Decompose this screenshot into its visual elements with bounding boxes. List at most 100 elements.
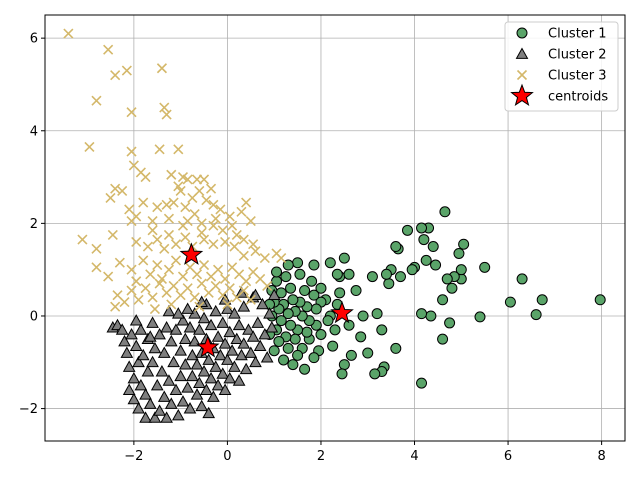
data-point (198, 259, 210, 271)
data-point (118, 334, 131, 347)
data-point (215, 204, 226, 215)
data-point (133, 294, 144, 305)
data-point (479, 261, 491, 273)
data-point (159, 243, 170, 254)
data-point (181, 381, 195, 393)
data-point (148, 341, 162, 354)
legend-triangle-marker (515, 47, 529, 59)
data-point (146, 316, 159, 328)
data-point (251, 316, 265, 328)
data-point (125, 327, 138, 340)
legend-label: centroids (548, 90, 608, 105)
data-point (308, 352, 320, 364)
data-point (383, 278, 395, 290)
data-point (127, 392, 141, 405)
data-point (163, 264, 175, 275)
data-point (189, 292, 200, 303)
data-point (308, 259, 320, 271)
data-point (299, 285, 311, 297)
data-point (301, 326, 313, 338)
data-point (343, 268, 355, 280)
data-point (530, 309, 542, 321)
data-point (273, 335, 285, 347)
data-point (446, 282, 458, 294)
data-point (278, 354, 290, 366)
data-point (380, 268, 392, 280)
data-point (271, 266, 283, 278)
data-point (114, 257, 125, 268)
data-point (155, 365, 169, 377)
data-point (232, 374, 246, 386)
data-point (121, 65, 132, 76)
data-point (139, 388, 152, 400)
data-point (136, 348, 150, 361)
x-tick-label: 8 (597, 449, 605, 464)
data-point (168, 197, 179, 208)
data-point (343, 319, 355, 331)
data-point (142, 241, 153, 252)
data-point (594, 294, 606, 306)
data-point (146, 355, 159, 368)
data-point (173, 144, 184, 155)
data-point (170, 255, 182, 266)
data-point (287, 359, 299, 371)
x-tick-label: 0 (223, 449, 231, 464)
data-point (138, 255, 149, 266)
data-point (244, 346, 258, 358)
data-point (194, 301, 205, 312)
data-point (129, 314, 143, 326)
data-point (331, 268, 343, 280)
data-point (253, 339, 267, 351)
data-point (122, 383, 136, 395)
data-point (208, 199, 219, 210)
data-point (147, 225, 158, 236)
data-point (282, 308, 294, 320)
data-point (208, 220, 219, 231)
data-point (152, 259, 163, 271)
data-point (350, 285, 362, 297)
legend-label: Cluster 2 (548, 48, 607, 63)
x-tick-label: 6 (504, 449, 512, 464)
data-point (103, 271, 114, 282)
data-point (416, 308, 428, 320)
data-point (245, 215, 256, 227)
data-point (390, 342, 402, 354)
data-point (250, 246, 261, 257)
data-point (209, 304, 223, 317)
data-point (63, 28, 74, 39)
series-3 (63, 28, 287, 315)
data-point (427, 241, 439, 253)
data-point (474, 311, 486, 323)
data-point (156, 63, 168, 74)
data-point (237, 337, 251, 349)
data-point (161, 109, 172, 120)
data-point (224, 283, 235, 294)
legend-star-marker (510, 83, 534, 107)
data-point (439, 206, 451, 218)
data-point (105, 192, 116, 203)
data-point (236, 206, 247, 217)
data-point (376, 324, 388, 336)
data-point (516, 273, 528, 285)
data-point (220, 236, 231, 247)
data-point (390, 241, 402, 253)
data-point (207, 390, 220, 402)
data-point (263, 307, 276, 319)
data-point (110, 183, 121, 194)
data-point (196, 278, 207, 289)
data-point (289, 333, 301, 345)
data-point (182, 174, 193, 185)
data-point (292, 257, 304, 269)
data-point (167, 355, 180, 368)
data-point (180, 202, 191, 213)
data-point (91, 262, 102, 273)
data-point (91, 243, 102, 254)
data-point (366, 271, 378, 283)
data-point (143, 330, 157, 342)
data-point (306, 275, 318, 287)
data-point (334, 287, 346, 299)
centroid-point (179, 242, 204, 265)
data-point (196, 218, 207, 229)
data-point (437, 333, 449, 345)
data-point (216, 367, 230, 379)
